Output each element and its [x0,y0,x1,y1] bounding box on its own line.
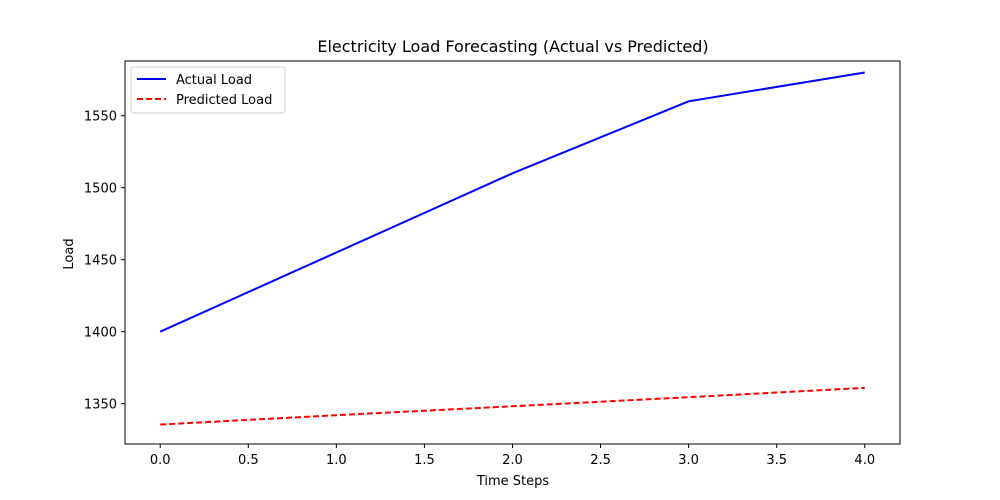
plot-area [159,71,865,426]
x-axis-label: Time Steps [476,474,550,489]
x-tick-label: 1.5 [414,453,435,468]
x-axis: 0.0 0.5 1.0 1.5 2.0 2.5 3.0 3.5 4.0 [150,444,875,468]
y-tick-label: 1550 [84,110,117,125]
y-axis: 1350 1400 1450 1500 1550 [84,110,125,413]
y-tick-label: 1500 [84,182,117,197]
plot-frame [124,60,901,445]
x-tick-label: 4.0 [854,453,875,468]
x-tick-label: 0.0 [150,453,171,468]
x-tick-label: 2.0 [502,453,523,468]
series-line-predicted-load [160,386,865,426]
x-tick-label: 1.0 [326,453,347,468]
chart-title: Electricity Load Forecasting (Actual vs … [317,37,708,56]
legend-label-actual-load: Actual Load [176,73,252,88]
y-axis-label: Load [62,238,77,269]
series-line-actual-load [159,71,865,333]
y-tick-label: 1400 [84,326,117,341]
x-tick-label: 0.5 [238,453,259,468]
y-tick-label: 1350 [84,398,117,413]
x-tick-label: 3.0 [678,453,699,468]
legend-box [130,66,286,114]
x-tick-label: 3.5 [766,453,787,468]
y-tick-label: 1450 [84,254,117,269]
legend: Actual Load Predicted Load [130,66,286,114]
x-tick-label: 2.5 [590,453,611,468]
legend-label-predicted-load: Predicted Load [176,93,272,108]
